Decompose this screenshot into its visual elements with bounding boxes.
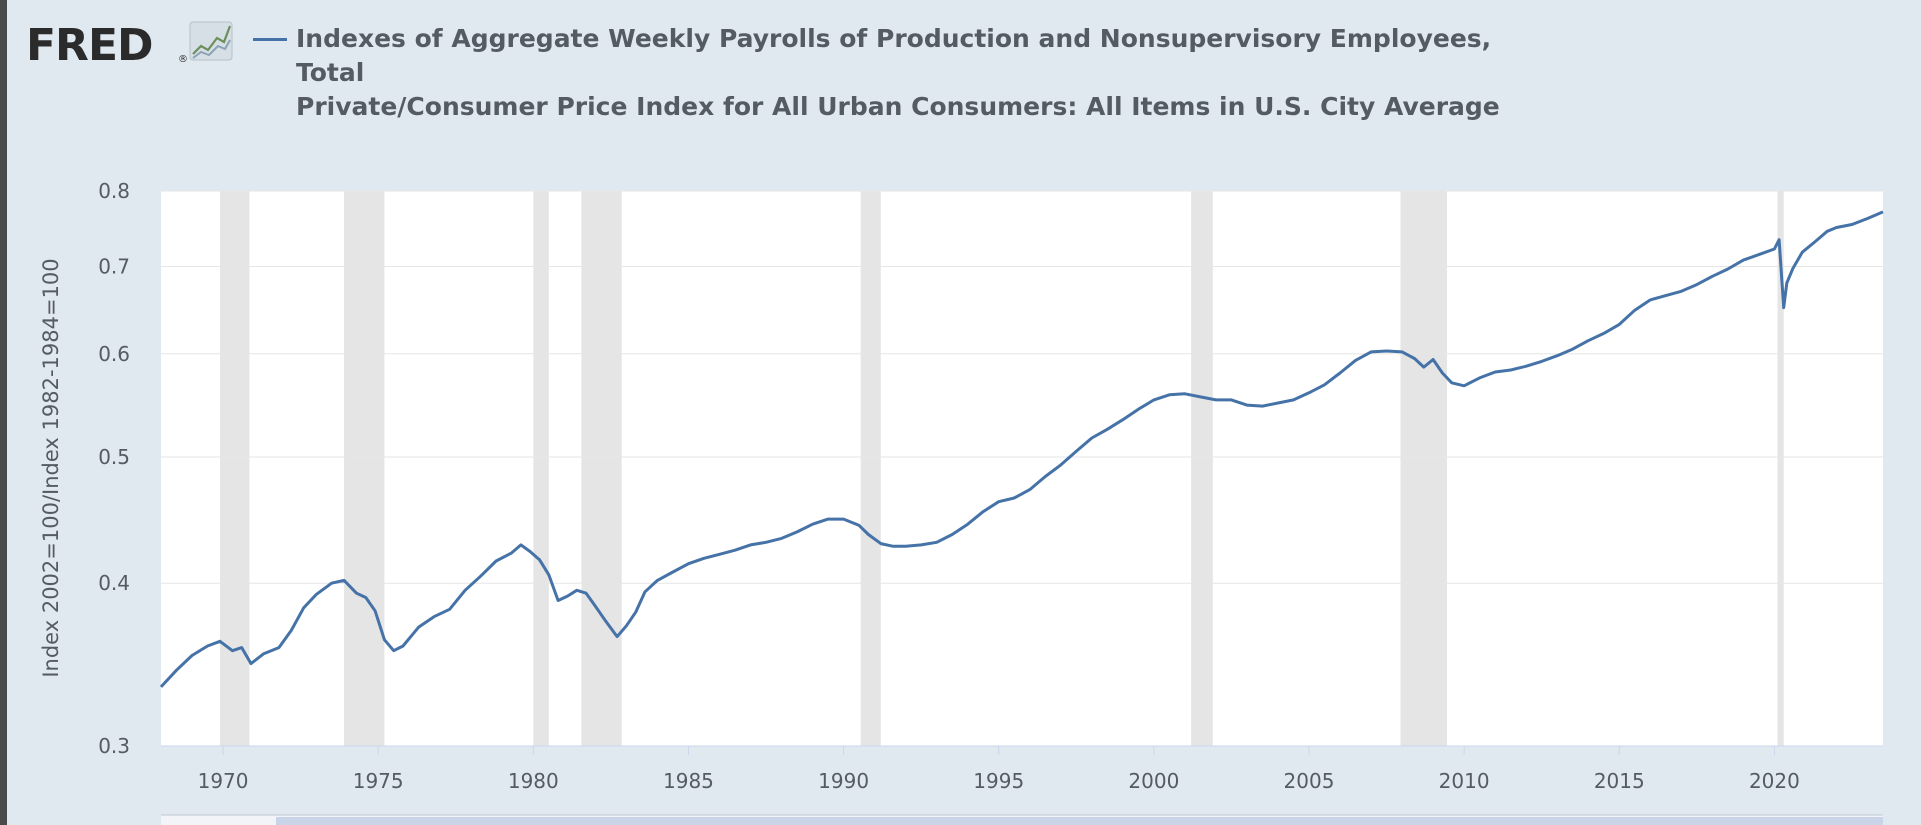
- y-tick-label: 0.6: [98, 342, 130, 366]
- recession-band: [219, 191, 250, 746]
- chart-title-line-1: Indexes of Aggregate Weekly Payrolls of …: [296, 24, 1492, 87]
- y-tick-label: 0.8: [98, 179, 130, 203]
- x-axis-ticks: 1970 1975 1980 1985 1990 1995 2000 2005 2010 2015…: [198, 746, 1800, 793]
- recession-band: [860, 191, 881, 746]
- series-line: [159, 210, 1884, 688]
- y-tick-label: 0.5: [98, 445, 130, 469]
- chart-title-line-2: Private/Consumer Price Index for All Urb…: [296, 92, 1500, 121]
- y-axis-label: Index 2002=100/Index 1982-1984=100: [39, 258, 63, 677]
- chart-title: Indexes of Aggregate Weekly Payrolls of …: [296, 22, 1546, 124]
- plot-area: [161, 191, 1883, 746]
- x-tick-label: 1970: [198, 769, 249, 793]
- x-tick-label: 1980: [508, 769, 559, 793]
- window-left-edge: [0, 0, 7, 825]
- x-tick-label: 2015: [1594, 769, 1645, 793]
- x-tick-label: 2000: [1128, 769, 1179, 793]
- gridlines: [161, 190, 1883, 584]
- recession-band: [1400, 191, 1448, 746]
- recession-band: [533, 191, 549, 746]
- x-tick-label: 2005: [1284, 769, 1335, 793]
- x-tick-label: 2010: [1439, 769, 1490, 793]
- x-tick-label: 1975: [353, 769, 404, 793]
- recession-band: [344, 191, 385, 746]
- x-tick-label: 2020: [1749, 769, 1800, 793]
- y-tick-label: 0.7: [98, 255, 130, 279]
- y-axis-ticks: 0.3 0.4 0.5 0.6 0.7 0.8: [98, 179, 130, 758]
- x-tick-label: 1995: [973, 769, 1024, 793]
- x-tick-label: 1985: [663, 769, 714, 793]
- navigator-handle[interactable]: [276, 817, 1883, 825]
- recession-band: [1777, 191, 1784, 746]
- fred-logo: FRED ®: [26, 20, 233, 71]
- svg-text:®: ®: [178, 54, 188, 65]
- recession-band: [1191, 191, 1213, 746]
- recession-shading: [219, 191, 1784, 746]
- fred-graph-icon: [189, 21, 233, 61]
- legend-series-line: [253, 38, 287, 41]
- series-group: [159, 210, 1884, 688]
- y-tick-label: 0.4: [98, 571, 130, 595]
- y-tick-label: 0.3: [98, 734, 130, 758]
- x-tick-label: 1990: [818, 769, 869, 793]
- fred-logo-text: FRED: [26, 20, 153, 71]
- recession-band: [581, 191, 622, 746]
- range-navigator[interactable]: [161, 814, 1883, 825]
